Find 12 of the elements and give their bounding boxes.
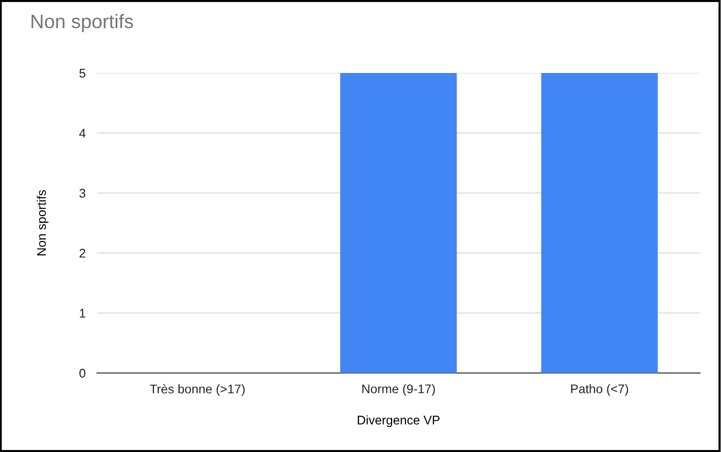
y-tick-label: 4 <box>79 128 86 138</box>
y-tick-label: 5 <box>79 68 86 78</box>
y-axis-title: Non sportifs <box>36 190 48 256</box>
y-tick-label: 0 <box>79 368 86 378</box>
x-tick-label: Très bonne (>17) <box>150 384 245 396</box>
x-tick-label: Norme (9-17) <box>362 384 435 396</box>
x-axis-title: Divergence VP <box>358 415 440 427</box>
y-tick-label: 3 <box>79 188 86 198</box>
y-tick-label: 2 <box>80 248 86 258</box>
chart-title: Non sportifs <box>32 14 134 32</box>
y-tick-label: 1 <box>80 308 86 318</box>
x-tick-label: Patho (<7) <box>571 384 628 396</box>
